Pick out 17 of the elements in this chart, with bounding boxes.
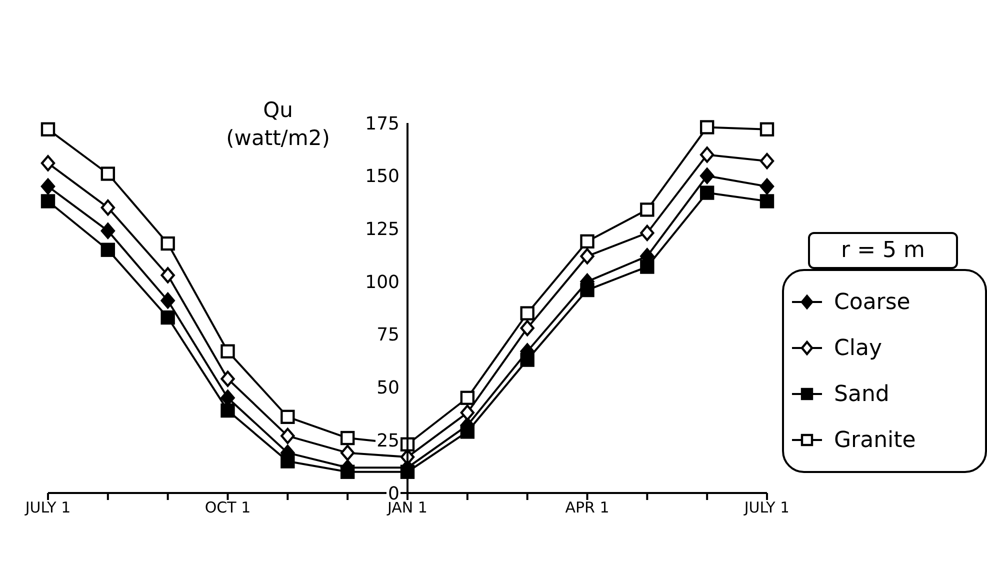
y-axis-title: Qu (watt/m2) [225, 97, 331, 152]
legend-label: Sand [834, 382, 890, 406]
legend-title: r = 5 m [808, 232, 958, 269]
x-tick-label: OCT 1 [204, 498, 251, 517]
y-tick-label: 25 [376, 430, 400, 452]
x-tick-label: JULY 1 [743, 498, 790, 517]
y-tick-label: 100 [365, 272, 400, 293]
x-tick-label: APR 1 [565, 498, 610, 517]
y-tick-label: 175 [365, 113, 400, 134]
legend-label: Granite [834, 428, 916, 452]
y-tick-label: 75 [376, 324, 400, 346]
legend-label: Coarse [834, 290, 910, 314]
legend-label: Clay [834, 336, 882, 360]
y-tick-label: 125 [365, 219, 400, 240]
y-tick-label: 50 [376, 378, 400, 399]
x-tick-label: JULY 1 [24, 498, 71, 517]
y-tick-label: 150 [365, 166, 400, 188]
